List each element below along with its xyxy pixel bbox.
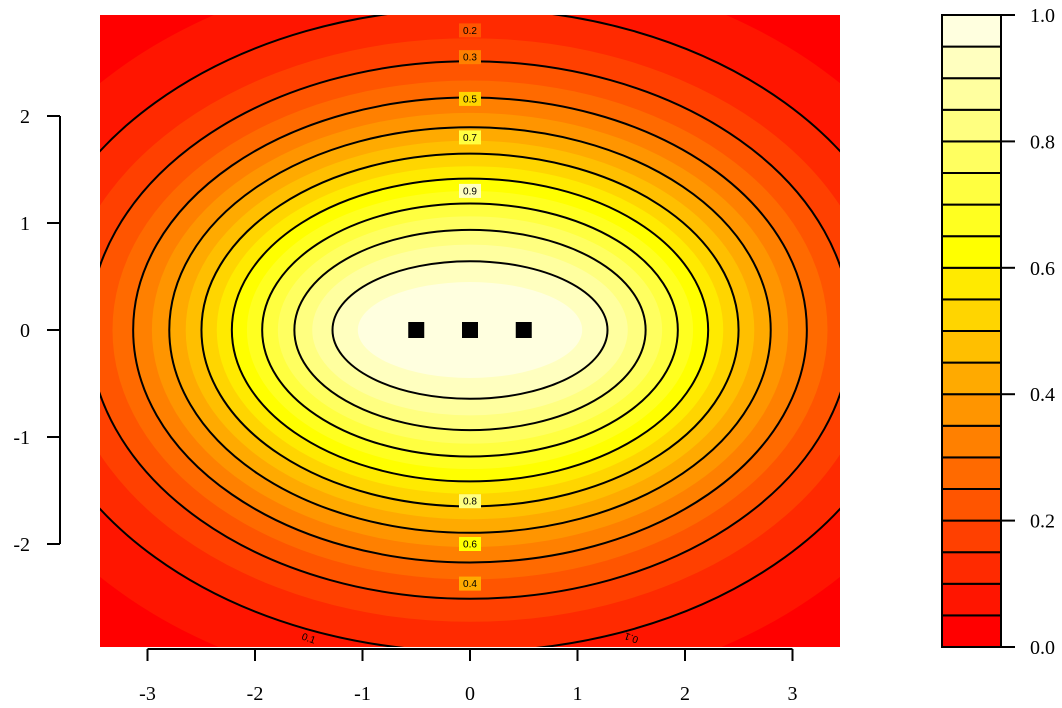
contour-label-group: 0.1: [623, 630, 640, 645]
contour-label: 0.4: [463, 579, 477, 590]
colorbar-band: [941, 488, 1002, 522]
colorbar-band: [941, 266, 1002, 301]
colorbar-band: [941, 108, 1002, 143]
colorbar-tick-label: 0.2: [1030, 511, 1055, 533]
contour-line: [261, 202, 679, 458]
colorbar-tick-label: 0.8: [1030, 131, 1055, 153]
contour-label: 0.1: [623, 630, 640, 645]
colorbar-band: [941, 519, 1002, 554]
x-tick-label: -2: [247, 683, 264, 705]
contour-label-group: 0.1: [300, 632, 317, 647]
y-tick-label: 1: [20, 213, 30, 235]
contour-label-bg: [459, 50, 481, 65]
colorbar: 0.0 0.2 0.4 0.6 0.8 1.0: [941, 5, 1055, 659]
contour-label-group: 0.9: [459, 183, 481, 198]
colorbar-band: [941, 361, 1002, 396]
data-point: [515, 322, 532, 338]
data-points: [408, 322, 532, 338]
x-tick-label: -3: [139, 683, 156, 705]
x-tick-label: 1: [573, 683, 583, 705]
colorbar-band: [941, 203, 1002, 238]
contour-label-bg: [459, 537, 481, 551]
colorbar-band: [941, 456, 1002, 490]
contour-line: [168, 126, 772, 534]
x-tick-label: -1: [354, 683, 371, 705]
filled-contour-bands: [100, 15, 840, 647]
colorbar-band: [941, 330, 1002, 364]
x-tick-label: 0: [465, 683, 475, 705]
contour-label-bg: [459, 183, 481, 198]
x-tick-label: 3: [788, 683, 798, 705]
colorbar-band: [941, 140, 1002, 174]
contour-label: 0.7: [463, 133, 477, 144]
colorbar-band: [941, 582, 1002, 617]
colorbar-band: [941, 45, 1002, 80]
contour-label-bg: [459, 576, 481, 591]
contour-label: 0.5: [463, 94, 477, 105]
contour-label: 0.8: [463, 497, 477, 508]
data-point: [408, 322, 425, 338]
y-tick-label: 0: [20, 320, 30, 342]
contour-labels: 0.2 0.3 0.5 0.7 0.9 0.8 0.6 0.4 0.1 0.1: [300, 23, 640, 647]
colorbar-band: [941, 393, 1002, 427]
contour-label-group: 0.4: [459, 576, 481, 591]
colorbar-tick-label: 0.6: [1030, 258, 1055, 280]
data-point: [462, 322, 478, 338]
y-tick-label: -2: [13, 534, 30, 556]
y-tick-label: -1: [13, 427, 30, 449]
contour-label: 0.6: [463, 540, 477, 551]
contour-label-group: 0.6: [459, 537, 481, 551]
contour-line: [230, 177, 710, 483]
contour-label: 0.9: [463, 186, 477, 197]
contour-label: 0.3: [463, 53, 477, 64]
contour-line: [331, 260, 609, 400]
colorbar-band: [941, 172, 1002, 206]
colorbar-band: [941, 298, 1002, 332]
contour-label-group: 0.8: [459, 494, 481, 509]
contour-label-group: 0.5: [459, 91, 481, 106]
colorbar-band: [941, 14, 1002, 48]
contour-line: [293, 228, 647, 432]
x-tick-label: 2: [680, 683, 690, 705]
plot-area: 0.2 0.3 0.5 0.7 0.9 0.8 0.6 0.4 0.1 0.1: [100, 15, 840, 647]
y-axis: -2 -1 0 1 2: [13, 106, 61, 556]
x-axis: -3 -2 -1 0 1 2 3: [139, 648, 798, 705]
contour-label-bg: [459, 130, 481, 145]
colorbar-tick-label: 0.0: [1030, 637, 1055, 659]
y-tick-label: 2: [20, 106, 30, 128]
contour-label-group: 0.7: [459, 130, 481, 145]
contour-label-bg: [459, 23, 481, 38]
colorbar-band: [941, 235, 1002, 269]
colorbar-tick-label: 1.0: [1030, 5, 1055, 27]
contour-label-bg: [459, 494, 481, 509]
colorbar-band: [941, 77, 1002, 111]
colorbar-band: [941, 424, 1002, 459]
contour-label-group: 0.3: [459, 50, 481, 65]
colorbar-band: [941, 551, 1002, 585]
colorbar-band: [941, 614, 1002, 649]
contour-label-group: 0.2: [459, 23, 481, 38]
contour-label: 0.1: [300, 632, 317, 647]
colorbar-tick-label: 0.4: [1030, 384, 1055, 406]
colorbar-frame: [941, 14, 1002, 648]
contour-label: 0.2: [463, 26, 477, 37]
contour-label-bg: [459, 91, 481, 106]
